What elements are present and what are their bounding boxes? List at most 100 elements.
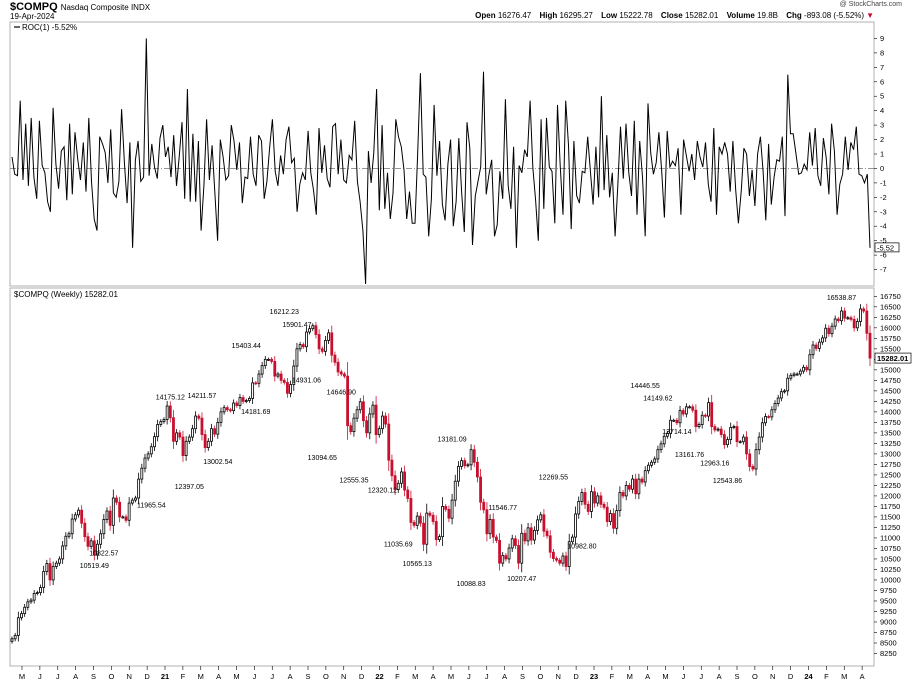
symbol-title: $COMPQ Nasdaq Composite INDX [10,1,150,13]
candle-down [286,382,289,394]
candle-up [54,562,58,567]
candle-up [222,407,226,413]
candle-down [529,527,533,541]
price-annotation: 12269.55 [539,475,568,482]
x-tick-label: J [38,672,42,681]
roc-y-tick-label: 2 [880,135,884,144]
price-y-tick-label: 11750 [880,502,900,511]
candle-down [558,559,562,564]
candle-up [61,545,65,560]
candle-up [840,310,843,322]
x-tick-label: J [270,672,274,681]
candle-down [593,491,596,504]
price-y-tick-label: 8250 [880,649,897,658]
candle-up [811,344,815,356]
candle-down [317,334,321,350]
candle-up [453,480,457,501]
x-tick-label: A [431,672,436,681]
candle-down [504,555,508,560]
candle-down [495,536,498,541]
candle-up [460,460,463,467]
price-y-tick-label: 10500 [880,554,901,563]
candlestick-series [10,303,872,644]
price-annotation: 13181.09 [437,436,466,443]
x-tick-label: 22 [375,672,383,681]
candle-down [409,498,413,523]
candle-up [276,373,280,377]
candle-down [48,563,52,581]
price-y-tick-label: 13250 [880,439,901,448]
candle-down [362,401,365,422]
candle-up [457,466,460,482]
x-tick-label: J [467,672,471,681]
symbol-description: Nasdaq Composite INDX [60,3,151,12]
candle-up [697,424,701,427]
candle-up [377,428,381,435]
candle-down [599,495,603,505]
candle-down [384,415,387,425]
x-tick-label: M [627,672,633,681]
candle-down [422,522,425,545]
candle-down [605,506,609,522]
price-annotation: 14446.55 [631,383,660,390]
x-tick-label: M [233,672,239,681]
roc-y-tick-label: 0 [880,164,884,173]
candle-down [444,506,448,510]
price-annotation: 14211.57 [188,393,217,400]
roc-last-value: -5.52 [877,243,894,252]
price-y-tick-label: 11500 [880,512,900,521]
candle-down [447,508,451,519]
price-panel-frame [9,287,875,667]
price-annotation: 10088.83 [456,581,485,588]
candle-up [77,509,80,516]
candle-down [627,485,631,490]
price-y-tick-label: 13750 [880,418,901,427]
candle-down [722,434,726,446]
candle-up [783,390,786,393]
price-y-tick-label: 9500 [880,596,897,605]
candle-up [295,348,299,367]
candle-down [339,371,343,375]
candle-up [232,402,236,412]
price-annotation: 15403.44 [232,343,261,350]
price-y-tick-label: 13500 [880,428,901,437]
candle-up [438,536,441,541]
low-label: Low [601,11,618,20]
candle-up [672,419,676,422]
low-value: 15222.78 [619,11,653,20]
candle-down [92,540,96,556]
candle-down [330,332,334,356]
price-y-axis: 1675016500162501600015750155001525015000… [874,292,901,658]
candle-down [463,460,467,467]
candle-up [580,492,584,502]
candle-up [656,449,660,460]
roc-y-tick-label: 1 [880,150,884,159]
candle-up [469,449,473,466]
candle-up [400,471,403,484]
candle-up [121,516,125,519]
candle-down [485,509,489,535]
candle-up [570,536,574,543]
change-label: Chg [786,11,802,20]
price-annotation: 13161.76 [675,452,704,459]
candle-up [779,391,783,399]
candle-up [441,506,444,538]
candle-up [381,415,384,430]
candle-up [45,563,49,572]
candle-up [308,328,312,333]
x-tick-label: A [717,672,722,681]
candle-up [73,514,77,520]
candle-up [450,499,454,519]
candle-up [305,331,308,348]
candle-up [216,421,220,435]
candle-up [355,409,359,419]
symbol: $COMPQ [10,1,58,13]
change-value: -893.08 (-5.52%) [804,11,865,20]
x-tick-label: A [502,672,507,681]
candle-down [406,489,410,499]
x-tick-label: A [288,672,293,681]
price-y-tick-label: 16000 [880,323,901,332]
roc-y-tick-label: 6 [880,77,884,86]
candle-down [583,492,587,505]
